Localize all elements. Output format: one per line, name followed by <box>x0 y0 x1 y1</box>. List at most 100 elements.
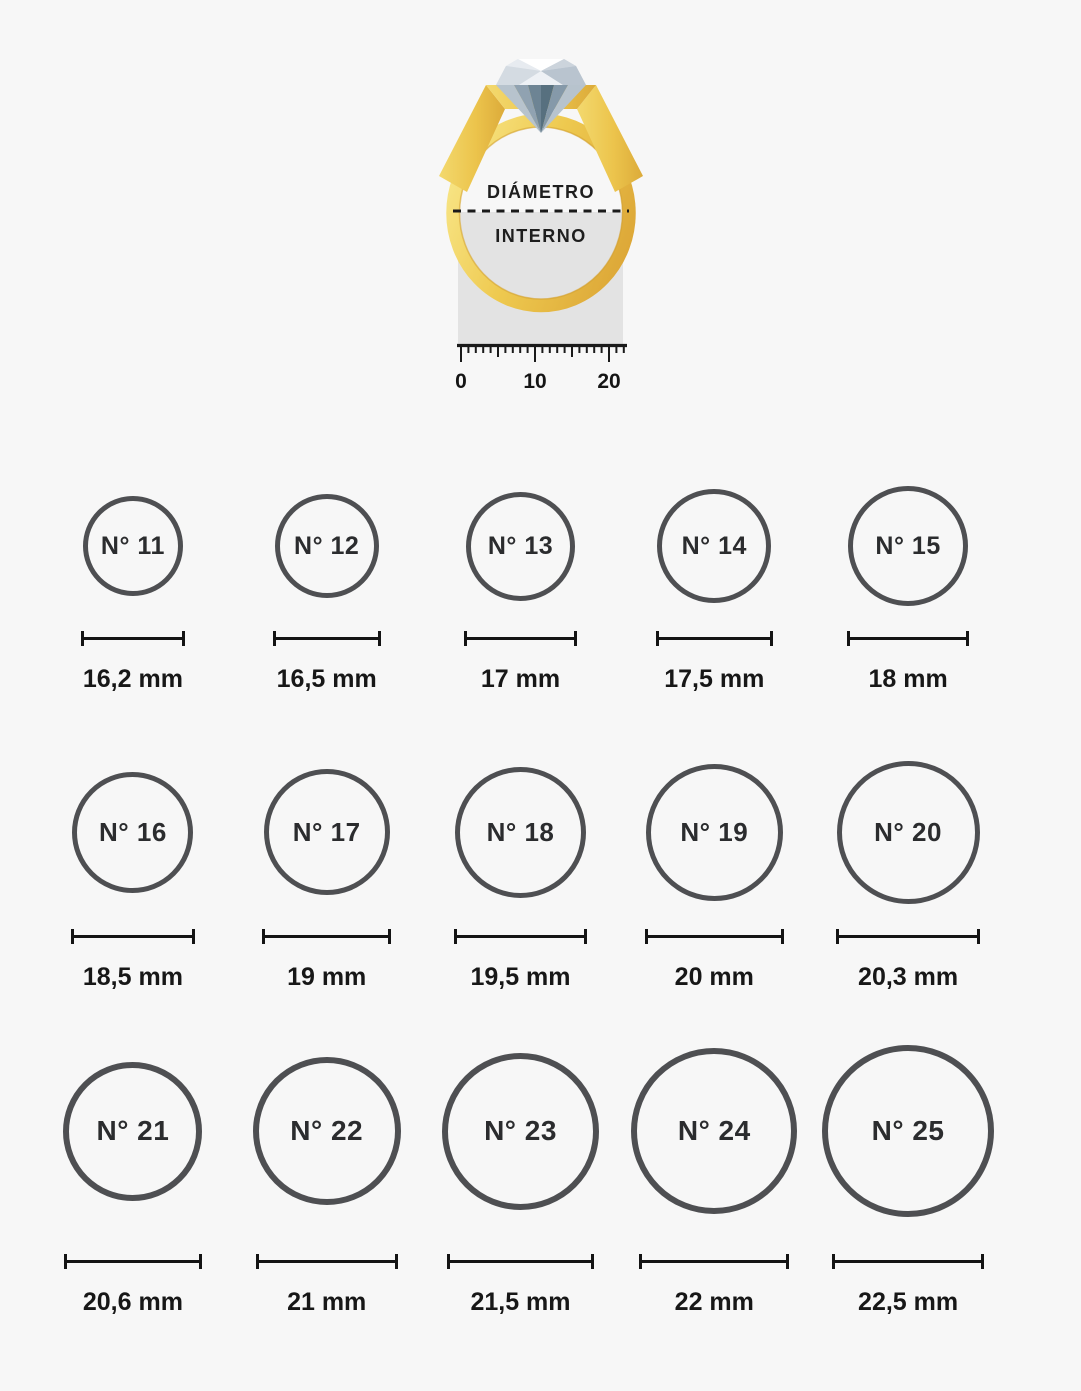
ring-circle-box: N° 15 <box>848 484 969 608</box>
ring-size-number: N° 12 <box>294 531 360 560</box>
ring-size-item: N° 24 22 mm <box>617 1042 811 1317</box>
ring-circle-box: N° 21 <box>63 1042 203 1220</box>
ring-circle-box: N° 12 <box>274 484 379 608</box>
diameter-value-label: 22 mm <box>674 1288 754 1316</box>
diameter-measure-line <box>655 631 773 646</box>
ring-size-circle: N° 17 <box>263 769 390 895</box>
ring-size-item: N° 17 19 mm <box>230 758 424 992</box>
ruler-label-0: 0 <box>455 370 467 393</box>
diameter-value-label: 16,2 mm <box>82 665 183 693</box>
diameter-label-top: DIÁMETRO <box>487 181 595 202</box>
diameter-value-label: 17,5 mm <box>664 665 765 693</box>
ring-circle-box: N° 23 <box>441 1042 599 1220</box>
ring-size-item: N° 11 16,2 mm <box>36 484 230 694</box>
diameter-value-label: 20,6 mm <box>82 1288 183 1316</box>
ring-illustration: DIÁMETRO INTERNO 0 10 20 <box>438 59 643 393</box>
ring-size-number: N° 24 <box>677 1115 751 1146</box>
ring-size-number: N° 25 <box>871 1115 945 1146</box>
ring-circle-box: N° 13 <box>465 484 575 608</box>
ring-size-number: N° 15 <box>875 531 941 560</box>
diameter-measure-line <box>63 1254 202 1269</box>
ring-circle-box: N° 16 <box>72 758 194 906</box>
ring-size-number: N° 21 <box>96 1115 170 1146</box>
ring-size-item: N° 23 21,5 mm <box>424 1042 618 1317</box>
diameter-value-label: 16,5 mm <box>276 665 377 693</box>
ring-size-circle: N° 15 <box>848 486 969 606</box>
ruler-label-10: 10 <box>523 370 546 393</box>
ring-size-circle: N° 14 <box>657 489 772 603</box>
ring-size-number: N° 11 <box>100 531 165 560</box>
ring-size-circle: N° 23 <box>441 1052 599 1210</box>
ring-size-number: N° 14 <box>681 531 747 560</box>
diameter-value-label: 19,5 mm <box>470 963 571 991</box>
ring-circle-box: N° 22 <box>252 1042 401 1220</box>
diameter-measure-line <box>836 929 981 944</box>
ring-size-circle: N° 22 <box>252 1057 401 1205</box>
ring-size-item: N° 14 17,5 mm <box>617 484 811 694</box>
diameter-measure-line <box>70 929 195 944</box>
ring-size-item: N° 22 21 mm <box>230 1042 424 1317</box>
size-row-2: N° 16 18,5 mm N° 17 19 mm <box>36 758 1005 992</box>
ring-size-circle: N° 21 <box>63 1061 203 1201</box>
ring-size-circle: N° 18 <box>454 766 586 898</box>
ring-circle-box: N° 14 <box>657 484 772 608</box>
diameter-measure-line <box>453 929 587 944</box>
size-row-1: N° 11 16,2 mm N° 12 16,5 mm <box>36 484 1005 694</box>
ring-size-circle: N° 20 <box>836 760 980 904</box>
ring-size-number: N° 17 <box>292 816 361 847</box>
ring-size-item: N° 13 17 mm <box>424 484 618 694</box>
ring-size-number: N° 18 <box>486 816 555 847</box>
ring-size-item: N° 18 19,5 mm <box>424 758 618 992</box>
ring-size-circle: N° 12 <box>274 494 379 598</box>
ring-circle-box: N° 18 <box>454 758 586 906</box>
diameter-measure-line <box>262 929 392 944</box>
diameter-value-label: 20 mm <box>674 963 754 991</box>
ring-circle-box: N° 11 <box>82 484 183 608</box>
diameter-measure-line <box>80 631 185 646</box>
ring-size-circle: N° 13 <box>465 491 575 601</box>
diameter-value-label: 22,5 mm <box>858 1288 959 1316</box>
ring-size-number: N° 16 <box>98 816 167 847</box>
ring-circle-box: N° 19 <box>645 758 783 906</box>
ring-size-circle: N° 16 <box>72 771 194 893</box>
ring-size-number: N° 19 <box>680 816 749 847</box>
ring-size-circle: N° 19 <box>645 763 783 901</box>
ruler-label-20: 20 <box>597 370 620 393</box>
size-grid: N° 11 16,2 mm N° 12 16,5 mm <box>0 484 1081 1317</box>
ring-size-chart: DIÁMETRO INTERNO 0 10 20 N° 11 16 <box>0 40 1081 1391</box>
ruler: 0 10 20 <box>455 343 627 393</box>
ring-size-item: N° 16 18,5 mm <box>36 758 230 992</box>
size-row-3: N° 21 20,6 mm N° 22 21 mm <box>36 1042 1005 1317</box>
ring-size-item: N° 19 20 mm <box>617 758 811 992</box>
diameter-value-label: 17 mm <box>480 665 561 693</box>
diameter-measure-line <box>255 1254 398 1269</box>
diameter-value-label: 18,5 mm <box>82 963 183 991</box>
ruler-ticks <box>459 344 625 362</box>
diameter-value-label: 20,3 mm <box>858 963 959 991</box>
diameter-value-label: 19 mm <box>287 963 367 991</box>
diameter-measure-line <box>644 929 784 944</box>
diamond-icon <box>495 59 586 133</box>
ring-size-item: N° 15 18 mm <box>811 484 1005 694</box>
diameter-measure-line <box>446 1254 594 1269</box>
diameter-measure-line <box>832 1254 985 1269</box>
ring-size-number: N° 20 <box>874 816 942 847</box>
ring-circle-box: N° 17 <box>263 758 390 906</box>
ring-size-circle: N° 25 <box>822 1045 995 1217</box>
ring-circle-box: N° 20 <box>836 758 980 906</box>
diameter-label-bottom: INTERNO <box>495 226 587 246</box>
diameter-measure-line <box>463 631 577 646</box>
ring-size-number: N° 22 <box>290 1115 364 1146</box>
ring-size-number: N° 23 <box>484 1115 557 1146</box>
ring-circle-box: N° 24 <box>631 1042 798 1220</box>
ring-size-item: N° 25 22,5 mm <box>811 1042 1005 1317</box>
diameter-measure-line <box>639 1254 790 1269</box>
diameter-measure-line <box>847 631 970 646</box>
ring-size-item: N° 12 16,5 mm <box>230 484 424 694</box>
ring-size-item: N° 21 20,6 mm <box>36 1042 230 1317</box>
ring-size-circle: N° 24 <box>631 1048 798 1214</box>
ring-size-number: N° 13 <box>487 531 554 560</box>
ring-size-item: N° 20 20,3 mm <box>811 758 1005 992</box>
diameter-value-label: 21,5 mm <box>470 1288 571 1316</box>
diameter-measure-line <box>272 631 381 646</box>
